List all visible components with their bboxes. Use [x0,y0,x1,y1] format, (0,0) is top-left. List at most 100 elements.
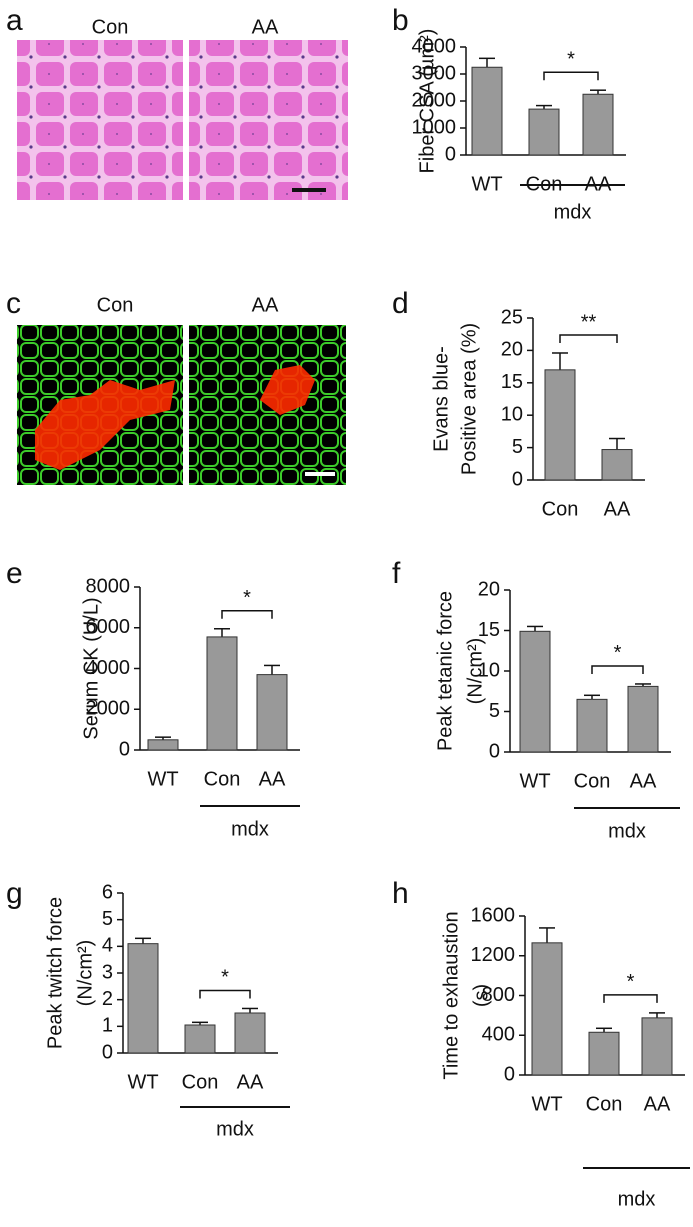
y-tick-label: 1000 [412,116,457,138]
y-tick-label: 3000 [412,62,457,84]
group-label: mdx [554,201,592,223]
y-tick-label: 20 [478,578,500,600]
bar [528,108,560,156]
y-tick-label: 1200 [471,944,516,966]
image-label: AA [252,16,279,38]
y-tick-label: 3 [102,961,113,983]
y-tick-label: 6 [102,881,113,903]
y-tick-label: 15 [501,371,523,393]
y-tick-label: 1600 [471,904,516,926]
significance-label: * [614,642,622,664]
y-axis-label: (s) [470,984,492,1007]
bar [519,630,551,753]
x-tick-label: Con [204,768,241,790]
significance-bracket [559,334,618,343]
x-tick-label: WT [519,770,550,792]
y-axis-label: Evans blue- [430,346,452,452]
x-tick-label: Con [182,1071,219,1093]
x-tick-label: AA [644,1093,671,1115]
y-axis-label: (N/cm²) [464,638,486,705]
bar [206,636,238,751]
image-label: Con [97,294,134,316]
y-tick-label: 2000 [412,89,457,111]
significance-label: * [243,587,251,609]
scale-bar [305,472,335,476]
y-tick-label: 0 [102,1041,113,1063]
dye-region [260,365,315,415]
y-tick-label: 5 [512,436,523,458]
bar [471,66,503,156]
x-tick-label: Con [586,1093,623,1115]
significance-label: * [627,971,635,993]
histology-image [189,40,348,200]
y-tick-label: 10 [478,659,500,681]
scale-bar [292,188,326,192]
y-tick-label: 4000 [412,35,457,57]
y-tick-label: 4 [102,935,113,957]
panel-letter: f [392,557,401,590]
bar [234,1012,266,1054]
panel-letter: c [6,287,21,320]
y-tick-label: 10 [501,403,523,425]
y-axis-label: Positive area (%) [458,323,480,475]
significance-label: * [221,967,229,989]
x-tick-label: WT [531,1093,562,1115]
bar [582,93,614,156]
significance-bracket [603,994,658,1003]
x-tick-label: AA [604,498,631,520]
group-label: mdx [231,818,269,840]
significance-bracket [199,989,251,999]
panel-letter: d [392,287,409,320]
x-tick-label: WT [471,173,502,195]
y-tick-label: 2000 [86,698,131,720]
bar [601,449,633,481]
group-label: mdx [216,1118,254,1140]
significance-bracket [543,71,599,81]
y-axis-label: Time to exhaustion [440,911,462,1079]
image-label: AA [252,294,279,316]
y-axis-label: Fiber CSA (µm²) [416,29,438,174]
y-tick-label: 0 [489,740,500,762]
y-axis-label: Peak tetanic force [434,591,456,751]
panel-letter: g [6,877,23,910]
group-label: mdx [618,1188,656,1210]
chart-panel: f Peak tetanic force (N/cm²) 0 5 10 15 20 WT Con A… [392,557,680,842]
x-tick-label: AA [630,770,657,792]
y-tick-label: 6000 [86,616,131,638]
x-tick-label: AA [237,1071,264,1093]
bar [184,1024,216,1054]
bar [544,369,576,481]
y-axis-label: Peak twitch force [44,897,66,1049]
y-tick-label: 25 [501,306,523,328]
bar [256,674,288,751]
bar [127,943,159,1054]
y-tick-label: 4000 [86,657,131,679]
bar [641,1017,673,1076]
bar [627,685,659,753]
y-axis-label: Serum CK (U/L) [80,597,102,739]
chart-panel: g Peak twitch force (N/cm²) 0 1 2 3 4 5 6 WT Con AA *… [6,877,290,1140]
y-tick-label: 0 [504,1063,515,1085]
x-tick-label: WT [127,1071,158,1093]
group-label: mdx [608,820,646,842]
bar [588,1031,620,1076]
bar [576,698,608,753]
x-tick-label: Con [542,498,579,520]
y-tick-label: 2 [102,988,113,1010]
significance-bracket [221,610,273,619]
image-label: Con [92,16,129,38]
bar [147,739,179,751]
y-tick-label: 0 [119,738,130,760]
x-tick-label: WT [147,768,178,790]
significance-label: * [567,48,575,70]
bar [531,942,563,1076]
chart-panel: h Time to exhaustion (s) 0 400 800 1200 1600 WT C… [392,877,690,1210]
panel-letter: h [392,877,409,910]
y-axis-label: (N/cm²) [74,940,96,1007]
y-tick-label: 400 [482,1024,515,1046]
significance-label: ** [581,311,597,333]
panel-a: a Con AA [6,4,348,200]
y-tick-label: 15 [478,619,500,641]
panel-letter: a [6,4,23,37]
